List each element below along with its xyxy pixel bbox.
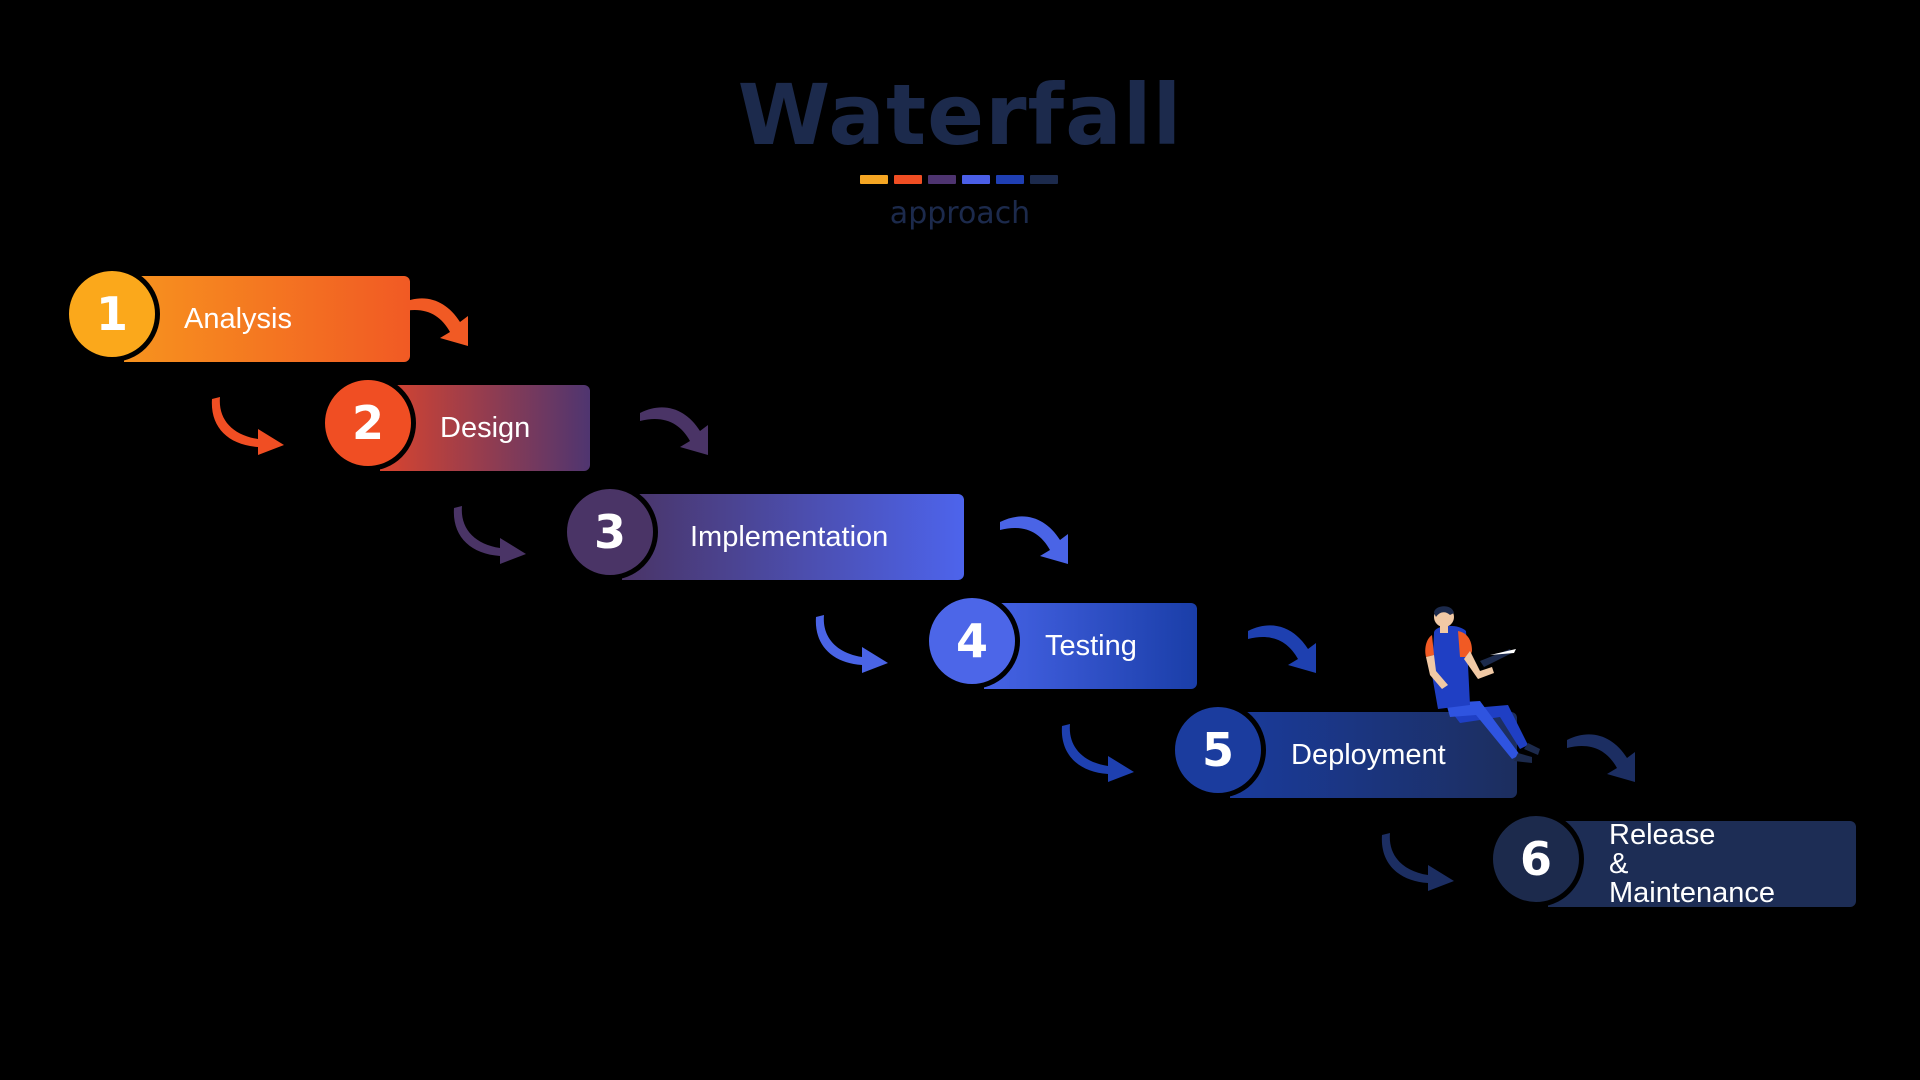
step-3-label: Implementation — [690, 520, 889, 553]
flow-arrow-right-3 — [1000, 516, 1068, 564]
step-6-number: 6 — [1488, 811, 1584, 907]
flow-arrow-left-5 — [1061, 724, 1134, 782]
flow-arrow-left-3 — [453, 506, 526, 564]
step-6-bar — [1548, 821, 1856, 907]
step-1-bar — [124, 276, 410, 362]
flow-arrow-left-4 — [815, 615, 888, 673]
flow-arrow-right-5 — [1567, 734, 1635, 782]
title-dash — [996, 175, 1024, 184]
title-dash — [860, 175, 888, 184]
step-5-bar — [1230, 712, 1517, 798]
step-3-bar — [622, 494, 964, 580]
title-dash — [894, 175, 922, 184]
step-6-label: Release & Maintenance — [1609, 818, 1776, 909]
flow-arrow-left-2 — [211, 397, 284, 455]
step-2-number: 2 — [320, 375, 416, 471]
title-dash — [1030, 175, 1058, 184]
step-1-label: Analysis — [184, 302, 292, 335]
step-4-number: 4 — [924, 593, 1020, 689]
step-2-label: Design — [440, 411, 531, 444]
step-4-label: Testing — [1045, 629, 1137, 662]
step-5-number: 5 — [1170, 702, 1266, 798]
title-dash — [928, 175, 956, 184]
person-with-laptop-illustration — [1425, 606, 1540, 763]
title-dash-decoration — [860, 175, 1060, 185]
step-5-label: Deployment — [1291, 738, 1446, 771]
flow-arrow-right-2 — [640, 407, 708, 455]
diagram-subtitle: approach — [889, 196, 1031, 231]
flow-arrow-right-1 — [400, 298, 468, 346]
title-dash — [962, 175, 990, 184]
step-1-number: 1 — [64, 266, 160, 362]
step-3-number: 3 — [562, 484, 658, 580]
flow-arrow-left-6 — [1381, 833, 1454, 891]
flow-arrow-right-4 — [1248, 625, 1316, 673]
diagram-title: Waterfall — [737, 66, 1183, 164]
